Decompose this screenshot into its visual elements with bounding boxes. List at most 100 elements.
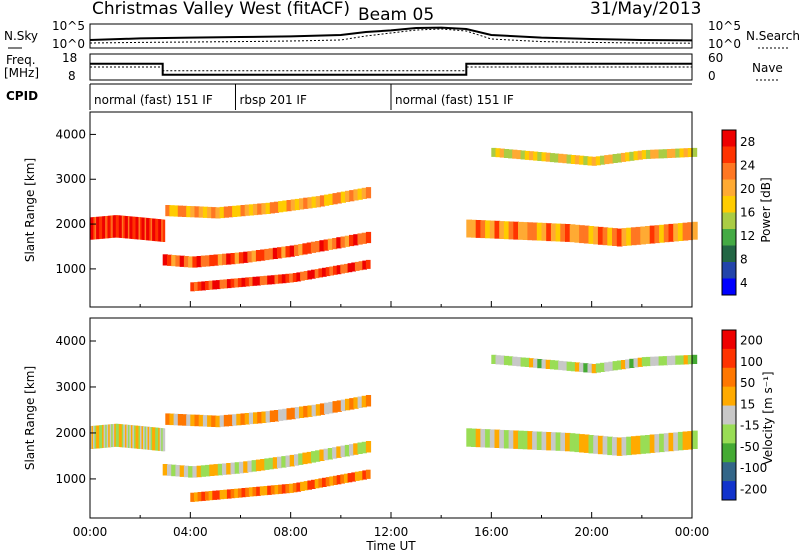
vel-cbar-tick-3: 15 [740,397,755,411]
vel-cbar-tick-2: 50 [740,376,755,390]
power-data-band-2-cell-29 [286,200,292,212]
vel-data-band-0-cell-5 [97,425,101,449]
power-data-band-4-cell-5 [489,220,496,239]
vel-data-band-0-cell-19 [118,424,122,448]
power-data-band-3-cell-33 [311,269,316,279]
vel-cbar-tick-6: -100 [740,461,767,475]
vel-data-band-4-cell-24 [579,434,585,453]
vel-data-band-5-cell-22 [583,363,589,373]
x-tick-label-1: 04:00 [173,525,208,539]
power-data-band-2-cell-42 [340,191,346,203]
power-data-band-1-cell-45 [353,234,359,246]
vel-data-band-1-cell-40 [332,447,338,459]
vel-data-band-3-cell-29 [296,482,302,492]
power-data-band-2-cell-48 [365,187,372,199]
noise-ytick-bottom: 10^0 [52,37,85,51]
power-data-band-4-cell-20 [560,223,566,242]
power-data-band-2-cell-12 [215,207,221,219]
vel-data-band-1-cell-23 [260,459,266,471]
power-data-band-0-cell-13 [109,215,113,238]
power-data-band-3-cell-35 [318,268,324,278]
power-data-band-3-cell-22 [270,275,276,285]
vel-data-band-1-cell-29 [285,455,291,467]
vel-data-band-5-cell-39 [654,356,660,366]
vel-data-band-3-cell-7 [215,490,221,500]
power-cbar-swatch-5 [722,212,736,230]
vel-data-band-2-cell-13 [219,415,225,427]
vel-data-band-3-cell-45 [354,471,360,481]
power-data-band-4-cell-23 [574,224,581,243]
power-data-band-1-cell-11 [209,254,215,267]
vel-data-band-2-cell-23 [261,411,267,423]
power-data-band-4-cell-16 [541,222,548,241]
power-data-band-4-cell-48 [692,221,698,240]
power-data-band-2-cell-19 [244,204,250,216]
power-data-band-4-cell-1 [471,219,477,238]
velocity-axes: 1000 2000 3000 4000 [55,334,693,518]
vel-data-band-4-cell-37 [640,435,646,454]
vel-cbar-swatch-7 [722,462,736,482]
power-data-band-5-cell-20 [574,155,581,165]
vel-data-band-1-cell-9 [200,465,206,477]
vel-data-band-3-cell-35 [318,478,324,488]
frequency-line [90,62,692,76]
x-tick-label-5: 20:00 [574,525,609,539]
vel-data-band-2-cell-3 [177,414,183,426]
vel-data-band-1-cell-7 [192,466,198,478]
power-data-band-1-cell-17 [234,252,240,264]
vel-data-band-0-cell-39 [149,427,152,450]
date-label: 31/May/2013 [590,0,702,19]
power-data-band-1-cell-15 [226,253,232,265]
vel-data-band-0-cell-14 [111,424,114,448]
power-data-band-3-cell-7 [215,280,221,290]
cpid-segments: normal (fast) 151 IF rbsp 201 IF normal (f… [89,84,514,110]
vel-data-band-0-cell-26 [129,425,132,449]
vel-data-band-2-cell-48 [365,395,372,407]
power-data-band-0-cell-34 [141,217,144,240]
power-data-band-0-cell-19 [118,215,122,238]
vel-data-band-3-cell-2 [197,492,203,502]
x-tick-labels: 00:00 04:00 08:00 12:00 16:00 20:00 00:00 [73,525,710,539]
vel-data-band-5-cell-16 [558,360,564,371]
power-data-band-4-cell-38 [645,226,651,244]
power-data-band-3-cell-12 [234,278,239,288]
x-tick-label-0: 00:00 [73,525,108,539]
vel-data-band-1-cell-44 [349,444,355,456]
power-data-band-0-cell-16 [114,215,117,238]
vel-data-band-5-cell-20 [574,362,581,372]
vel-data-band-5-cell-14 [549,360,556,370]
vel-data-band-1-cell-12 [213,464,219,476]
power-data-ytick-label-0: 1000 [55,262,86,276]
power-data-band-5-cell-1 [495,148,501,158]
frequency-ylabel-right: Nave [752,61,783,75]
power-data-band-0-cell-26 [129,216,132,239]
power-data-band-3-cell-39 [333,265,338,275]
power-data-band-4-cell-44 [673,223,679,242]
power-data-band-1-cell-48 [365,231,372,244]
power-data-band-5-cell-4 [508,149,514,159]
power-data-band-0-cell-41 [152,218,155,241]
vel-data-band-5-cell-3 [503,355,510,366]
vel-data-band-2-cell-9 [202,415,209,427]
vel-data-band-3-cell-48 [365,469,371,479]
frequency-ylabel-line1: Freq. [6,53,36,67]
vel-cbar-swatch-2 [722,367,736,388]
vel-data-band-0-cell-33 [140,426,143,449]
vel-data-band-0-cell-20 [120,424,123,448]
power-data-band-2-cell-44 [349,190,355,202]
power-data-band-1-cell-0 [162,254,168,266]
vel-data-band-0-cell-4 [96,425,99,449]
power-data-band-1-cell-25 [268,248,274,260]
power-data-band-5-cell-29 [612,154,618,163]
vel-data-band-0-cell-34 [141,426,144,450]
noise-ytick-right-bottom: 10^0 [708,37,741,51]
power-data-band-3-cell-47 [362,260,367,270]
vel-data-band-4-cell-27 [593,435,599,454]
power-data-band-1-cell-39 [327,238,333,250]
vel-data-band-3-cell-32 [307,480,313,490]
power-data-band-5-cell-38 [650,149,656,159]
vel-data-band-0-cell-37 [146,426,149,450]
vel-data-band-1-cell-32 [298,453,304,465]
vel-data-band-2-cell-30 [290,407,296,420]
power-data-band-3-cell-36 [322,267,327,277]
